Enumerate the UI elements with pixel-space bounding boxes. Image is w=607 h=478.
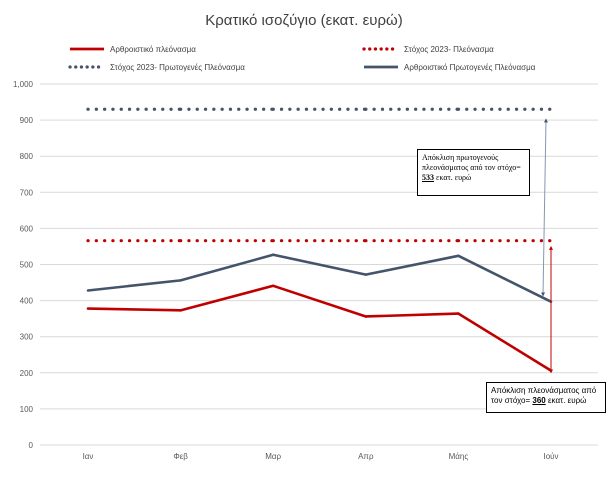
x-tick-label: Ιούν — [543, 452, 558, 461]
x-tick-label: Ιαν — [83, 452, 94, 461]
y-tick-label: 200 — [20, 369, 34, 378]
series-segment — [457, 312, 553, 372]
chart-title: Κρατικό ισοζύγιο (εκατ. ευρώ) — [205, 12, 402, 29]
series-segment — [271, 253, 368, 276]
primary-gap-text: Απόκλιση πρωτογενούς πλεονάσματος από το… — [422, 153, 521, 172]
surplus-gap-unit: εκατ. ευρώ — [545, 396, 587, 405]
primary-gap-arrow — [541, 118, 548, 297]
series-segment — [364, 312, 460, 318]
y-tick-label: 700 — [20, 188, 34, 197]
surplus-gap-annotation: Απόκλιση πλεονάσματος από τον στόχο= 360… — [486, 382, 606, 413]
y-tick-label: 100 — [20, 405, 34, 414]
x-tick-label: Μάης — [449, 452, 469, 461]
primary-gap-unit: εκατ. ευρώ — [434, 173, 472, 182]
legend-label: Αρθροιστικό Πρωτογενές Πλεόνασμα — [404, 63, 536, 72]
legend-item: Αρθροιστικό Πρωτογενές Πλεόνασμα — [364, 63, 536, 72]
series-segment — [457, 254, 553, 303]
legend: Αρθροιστικό πλεόνασμα Στόχος 2023- Πλεόνα… — [68, 45, 536, 72]
y-tick-label: 0 — [29, 441, 34, 450]
y-tick-label: 1,000 — [13, 80, 34, 89]
legend-label: Στόχος 2023- Πρωτογενές Πλεόνασμα — [110, 63, 245, 72]
legend-item: Στόχος 2023- Πρωτογενές Πλεόνασμα — [68, 63, 245, 72]
gap-arrows — [541, 118, 553, 374]
series-segment — [179, 253, 275, 282]
legend-label: Αρθροιστικό πλεόνασμα — [110, 45, 196, 54]
series-lines — [86, 107, 553, 372]
x-tick-label: Απρ — [358, 452, 374, 461]
series-1 — [86, 284, 553, 372]
y-axis: 0 100 200 300 400 500 600 700 800 900 1,000 — [13, 80, 34, 450]
x-tick-label: Μαρ — [265, 452, 281, 461]
series-segment — [179, 284, 275, 312]
primary-gap-value: 533 — [422, 173, 434, 182]
legend-item: Αρθροιστικό πλεόνασμα — [70, 45, 196, 54]
y-tick-label: 900 — [20, 116, 34, 125]
y-tick-label: 500 — [20, 261, 34, 270]
y-tick-label: 600 — [20, 224, 34, 233]
series-4 — [86, 253, 553, 303]
y-tick-label: 800 — [20, 152, 34, 161]
primary-gap-annotation: Απόκλιση πρωτογενούς πλεονάσματος από το… — [417, 149, 530, 196]
x-tick-label: Φεβ — [173, 452, 188, 461]
surplus-gap-text: Απόκλιση πλεονάσματος από τον στόχο= — [491, 386, 597, 405]
legend-item: Στόχος 2023- Πλεόνασμα — [362, 45, 494, 54]
legend-label: Στόχος 2023- Πλεόνασμα — [404, 45, 494, 54]
y-tick-label: 300 — [20, 333, 34, 342]
x-axis: Ιαν Φεβ Μαρ Απρ Μάης Ιούν — [83, 452, 559, 461]
series-segment — [86, 307, 182, 312]
series-segment — [86, 279, 182, 292]
series-segment — [271, 284, 368, 318]
y-tick-label: 400 — [20, 297, 34, 306]
series-segment — [364, 254, 460, 276]
surplus-gap-value: 360 — [532, 396, 546, 405]
